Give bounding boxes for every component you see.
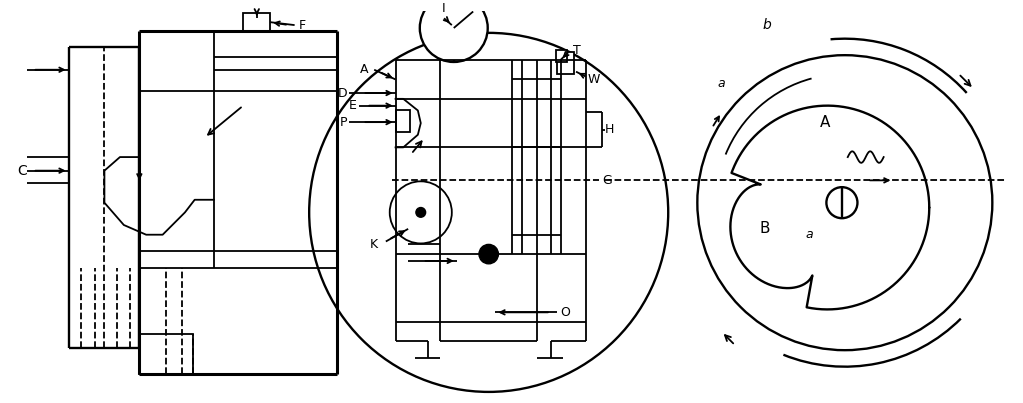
Text: F: F [299, 19, 306, 31]
Text: I: I [442, 2, 446, 15]
Text: T: T [573, 44, 581, 57]
Text: D: D [338, 87, 347, 100]
Text: A: A [820, 114, 831, 130]
Bar [396, 110, 410, 132]
Text: a: a [805, 228, 812, 241]
Text: K: K [369, 238, 377, 251]
Bar [555, 50, 568, 62]
Text: G: G [603, 174, 612, 187]
Text: B: B [759, 221, 769, 237]
Text: E: E [349, 99, 357, 112]
Text: H: H [606, 123, 615, 136]
Bar [139, 334, 192, 374]
Text: b: b [763, 18, 771, 32]
Text: A: A [360, 63, 368, 76]
Text: P: P [340, 116, 347, 129]
Bar [557, 52, 574, 74]
Circle shape [416, 208, 426, 217]
Text: W: W [587, 73, 601, 86]
Circle shape [419, 0, 488, 62]
Text: C: C [17, 164, 27, 178]
Text: O: O [561, 306, 571, 319]
Text: a: a [718, 77, 725, 90]
Bar [243, 13, 270, 31]
Circle shape [479, 244, 498, 264]
